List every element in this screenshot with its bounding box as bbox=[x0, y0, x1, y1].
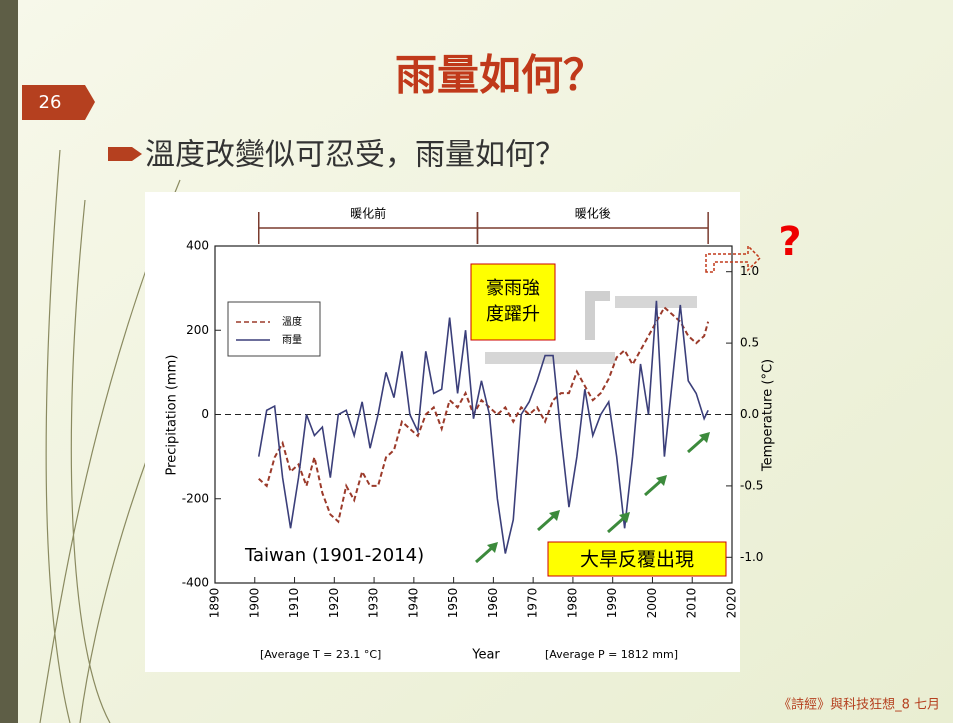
annotation: ? bbox=[778, 219, 801, 265]
x-tick-label: 1950 bbox=[446, 588, 460, 619]
x-tick-label: 1940 bbox=[406, 588, 420, 619]
left-band bbox=[0, 0, 18, 723]
y-tick-label: -400 bbox=[182, 576, 209, 590]
y-tick-label: 400 bbox=[186, 239, 209, 253]
decor-lines bbox=[39, 149, 181, 723]
bullet-marker bbox=[108, 147, 132, 161]
x-tick-label: 1970 bbox=[526, 588, 540, 619]
x-tick-label: 1980 bbox=[565, 588, 579, 619]
annotation-box bbox=[547, 541, 727, 577]
legend-label: 雨量 bbox=[282, 334, 302, 346]
x-tick-label: 1920 bbox=[327, 588, 341, 619]
slide-number: 26 bbox=[39, 92, 62, 113]
green-arrow-head bbox=[487, 542, 498, 553]
green-arrow-head bbox=[619, 512, 630, 523]
slide-title: 雨量如何？ bbox=[395, 51, 605, 100]
bullet-text: 溫度改變似可忍受，雨量如何？ bbox=[145, 138, 565, 173]
x-axis-label: Year bbox=[471, 648, 500, 663]
y-tick-label: 0 bbox=[201, 407, 209, 421]
green-arrow-head bbox=[549, 510, 560, 521]
y2-tick-label: 1.0 bbox=[740, 264, 759, 278]
series-line bbox=[257, 300, 709, 554]
y-axis-label: Precipitation (mm) bbox=[165, 355, 180, 476]
slide-number-tab bbox=[22, 85, 95, 120]
y-tick-label: -200 bbox=[182, 491, 209, 505]
x-tick-label: 2020 bbox=[725, 588, 739, 619]
overlay-arrow bbox=[585, 291, 610, 340]
overlay bbox=[485, 352, 615, 364]
x-tick-label: 1990 bbox=[605, 588, 619, 619]
legend-label: 溫度 bbox=[282, 315, 302, 328]
y2-tick-label: 0.5 bbox=[740, 336, 759, 350]
y2-tick-label: -1.0 bbox=[740, 550, 763, 564]
x-tick-label: 1910 bbox=[287, 588, 301, 619]
note: [Average T = 23.1 °C] bbox=[260, 648, 381, 661]
x-tick-label: 1960 bbox=[486, 588, 500, 619]
footer: 《詩經》與科技狂想_8 七月 bbox=[778, 697, 940, 713]
annotation-box bbox=[470, 263, 556, 341]
chart-panel bbox=[145, 192, 740, 672]
y2-axis-label: Temperature (°C) bbox=[761, 359, 776, 472]
y-tick-label: 200 bbox=[186, 323, 209, 337]
x-tick-label: 2010 bbox=[685, 588, 699, 619]
green-arrow-head bbox=[656, 475, 667, 486]
legend-box bbox=[227, 301, 321, 357]
green-arrow-head bbox=[699, 432, 710, 443]
bullet-marker-tip bbox=[132, 147, 142, 161]
y2-tick-label: 0.0 bbox=[740, 407, 759, 421]
x-tick-label: 1930 bbox=[367, 588, 381, 619]
period-label: 暖化後 bbox=[575, 207, 611, 221]
x-tick-label: 1890 bbox=[208, 588, 222, 619]
annotation: 大旱反覆出現 bbox=[580, 549, 694, 571]
annotation: Taiwan (1901-2014) bbox=[244, 545, 424, 566]
annotation: 豪雨強度躍升 bbox=[486, 278, 540, 325]
y2-tick-label: -0.5 bbox=[740, 478, 763, 492]
note: [Average P = 1812 mm] bbox=[545, 648, 678, 661]
x-tick-label: 2000 bbox=[645, 588, 659, 619]
period-label: 暖化前 bbox=[350, 206, 386, 221]
x-tick-label: 1900 bbox=[247, 588, 261, 619]
